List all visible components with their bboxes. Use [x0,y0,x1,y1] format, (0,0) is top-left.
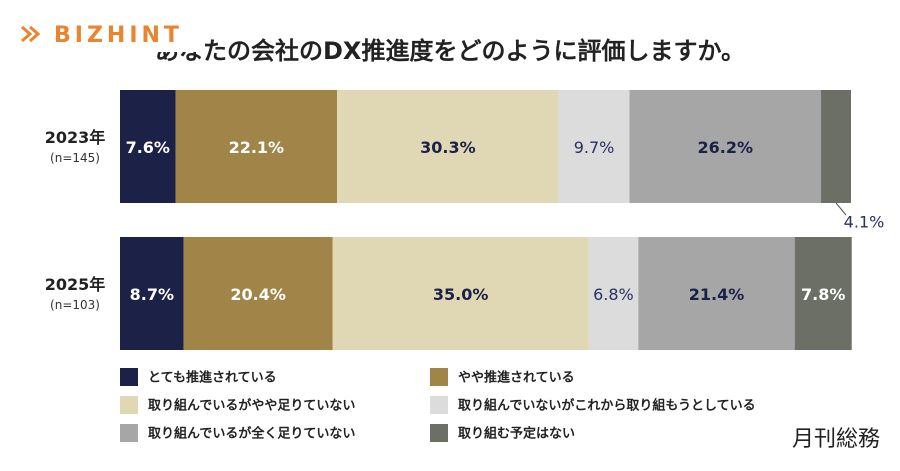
value-label: 8.7% [130,285,174,304]
legend-label: 取り組む予定はない [458,426,575,442]
bar-segment [337,90,559,203]
source: 月刊総務 [792,427,880,452]
bar-segment [629,90,822,203]
bar-segment [183,237,333,350]
category-label: 2025年 [45,275,106,294]
bar-segment [175,90,338,203]
sample-size: (n=145) [50,151,100,165]
legend-swatch [430,424,448,442]
legend-label: 取り組んでいるがやや足りていない [148,398,355,414]
logo-text: BIZHINT [54,23,183,48]
legend-swatch [120,396,138,414]
bar-segment [120,237,184,350]
value-label: 7.6% [126,138,170,157]
chart-title: あなたの会社のDX推進度をどのように評価しますか。 [155,37,745,65]
legend-swatch [430,396,448,414]
logo: BIZHINT [14,20,204,52]
sample-size: (n=103) [50,298,100,312]
legend-label: 取り組んでいるが全く足りていない [148,426,355,442]
legend-swatch [120,368,138,386]
value-label: 21.4% [689,285,745,304]
bar-segment [588,237,639,350]
logo-bg [14,20,204,52]
value-label: 6.8% [593,285,634,304]
value-label: 4.1% [844,213,885,232]
bar-segment [638,237,795,350]
bar-segment [558,90,630,203]
value-label: 20.4% [230,285,286,304]
legend-label: とても推進されている [148,370,277,386]
legend-swatch [120,424,138,442]
legend-swatch [430,368,448,386]
bar-segment [120,90,176,203]
bar-segment [794,237,852,350]
leader-line [835,202,847,216]
legend-label: 取り組んでいないがこれから取り組もうとしている [458,398,756,414]
value-label: 9.7% [574,138,615,157]
bar-segment [332,237,589,350]
value-label: 7.8% [801,285,845,304]
value-label: 26.2% [698,138,754,157]
logo-icon [21,25,41,43]
value-label: 22.1% [229,138,285,157]
category-label: 2023年 [45,128,106,147]
value-label: 35.0% [433,285,489,304]
legend-label: やや推進されている [458,370,575,386]
value-label: 30.3% [420,138,476,157]
bar-segment [821,90,851,203]
